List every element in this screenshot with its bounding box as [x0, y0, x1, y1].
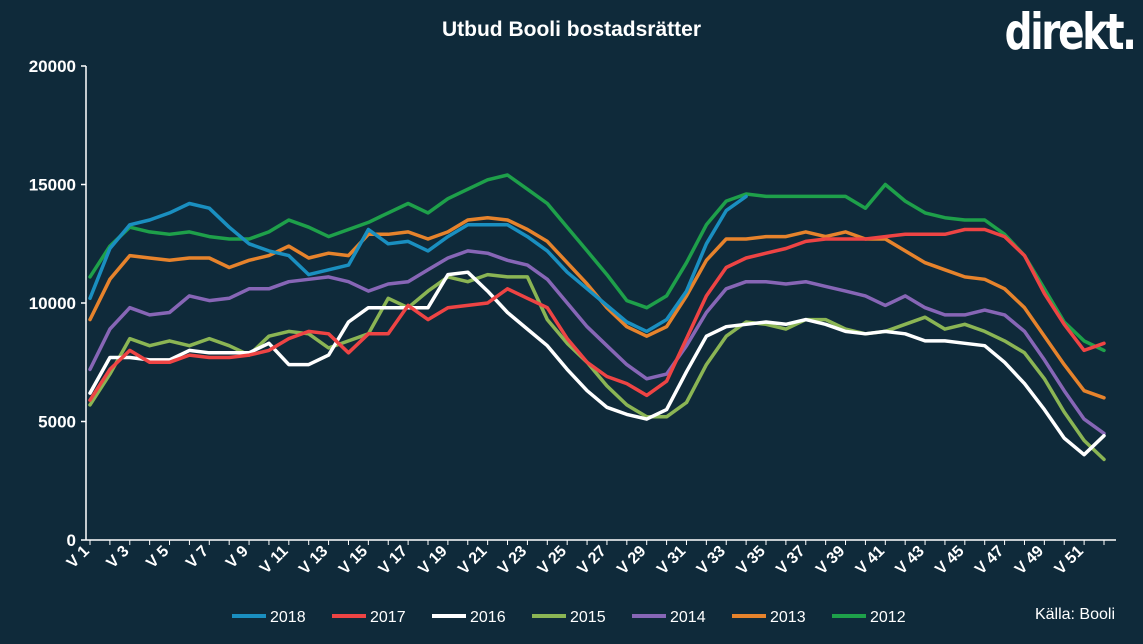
series-line-2012: [88, 173, 1106, 353]
y-tick-label: 10000: [29, 294, 76, 313]
legend-label-2014: 2014: [670, 609, 706, 626]
x-tick-label: V 5: [143, 543, 172, 572]
x-tick-label: V 27: [574, 543, 609, 578]
x-tick-label: V 49: [1012, 543, 1047, 578]
legend: 2018 2017 2016 2015 2014 2013 2012: [232, 609, 906, 626]
y-tick-label: 15000: [29, 176, 76, 195]
x-tick-label: V 45: [932, 543, 967, 578]
chart-title: Utbud Booli bostadsrätter: [441, 18, 701, 41]
series-line-2014: [88, 249, 1106, 436]
legend-label-2012: 2012: [870, 609, 906, 626]
x-tick-label: V 21: [455, 543, 490, 578]
x-tick-label: V 7: [183, 543, 212, 572]
x-tick-label: V 23: [495, 543, 530, 578]
legend-label-2016: 2016: [470, 609, 506, 626]
direkt-logo: direkt.: [1005, 3, 1137, 61]
y-tick-label: 5000: [38, 413, 76, 432]
x-tick-label: V 39: [813, 543, 848, 578]
x-tick-label: V 17: [376, 543, 411, 578]
legend-label-2015: 2015: [570, 609, 606, 626]
x-tick-label: V 43: [893, 543, 928, 578]
series-line-2016: [88, 270, 1106, 457]
x-tick-label: V 37: [773, 543, 808, 578]
series-line-2018: [88, 194, 748, 334]
x-tick-label: V 41: [853, 543, 888, 578]
x-tick-label: V 3: [104, 543, 133, 572]
x-tick-label: V 25: [535, 543, 570, 578]
x-tick-label: V 19: [415, 543, 450, 578]
x-tick-label: V 9: [223, 543, 252, 572]
x-tick-label: V 15: [336, 543, 371, 578]
series-lines: [88, 173, 1106, 462]
legend-label-2013: 2013: [770, 609, 806, 626]
x-tick-label: V 35: [734, 543, 769, 578]
y-axis-ticks: 0 5000 10000 15000 20000: [29, 57, 86, 550]
series-line-2017: [88, 227, 1106, 402]
x-tick-label: V 13: [296, 543, 331, 578]
legend-label-2018: 2018: [270, 609, 306, 626]
x-tick-label: V 31: [654, 543, 689, 578]
legend-label-2017: 2017: [370, 609, 406, 626]
x-tick-label: V 33: [694, 543, 729, 578]
source-note: Källa: Booli: [1034, 606, 1115, 623]
y-tick-label: 0: [67, 531, 76, 550]
y-tick-label: 20000: [29, 57, 76, 76]
x-tick-label: V 29: [614, 543, 649, 578]
x-tick-label: V 51: [1052, 543, 1087, 578]
series-line-2015: [88, 272, 1106, 462]
x-tick-label: V 11: [257, 543, 292, 578]
x-tick-label: V 47: [972, 543, 1007, 578]
